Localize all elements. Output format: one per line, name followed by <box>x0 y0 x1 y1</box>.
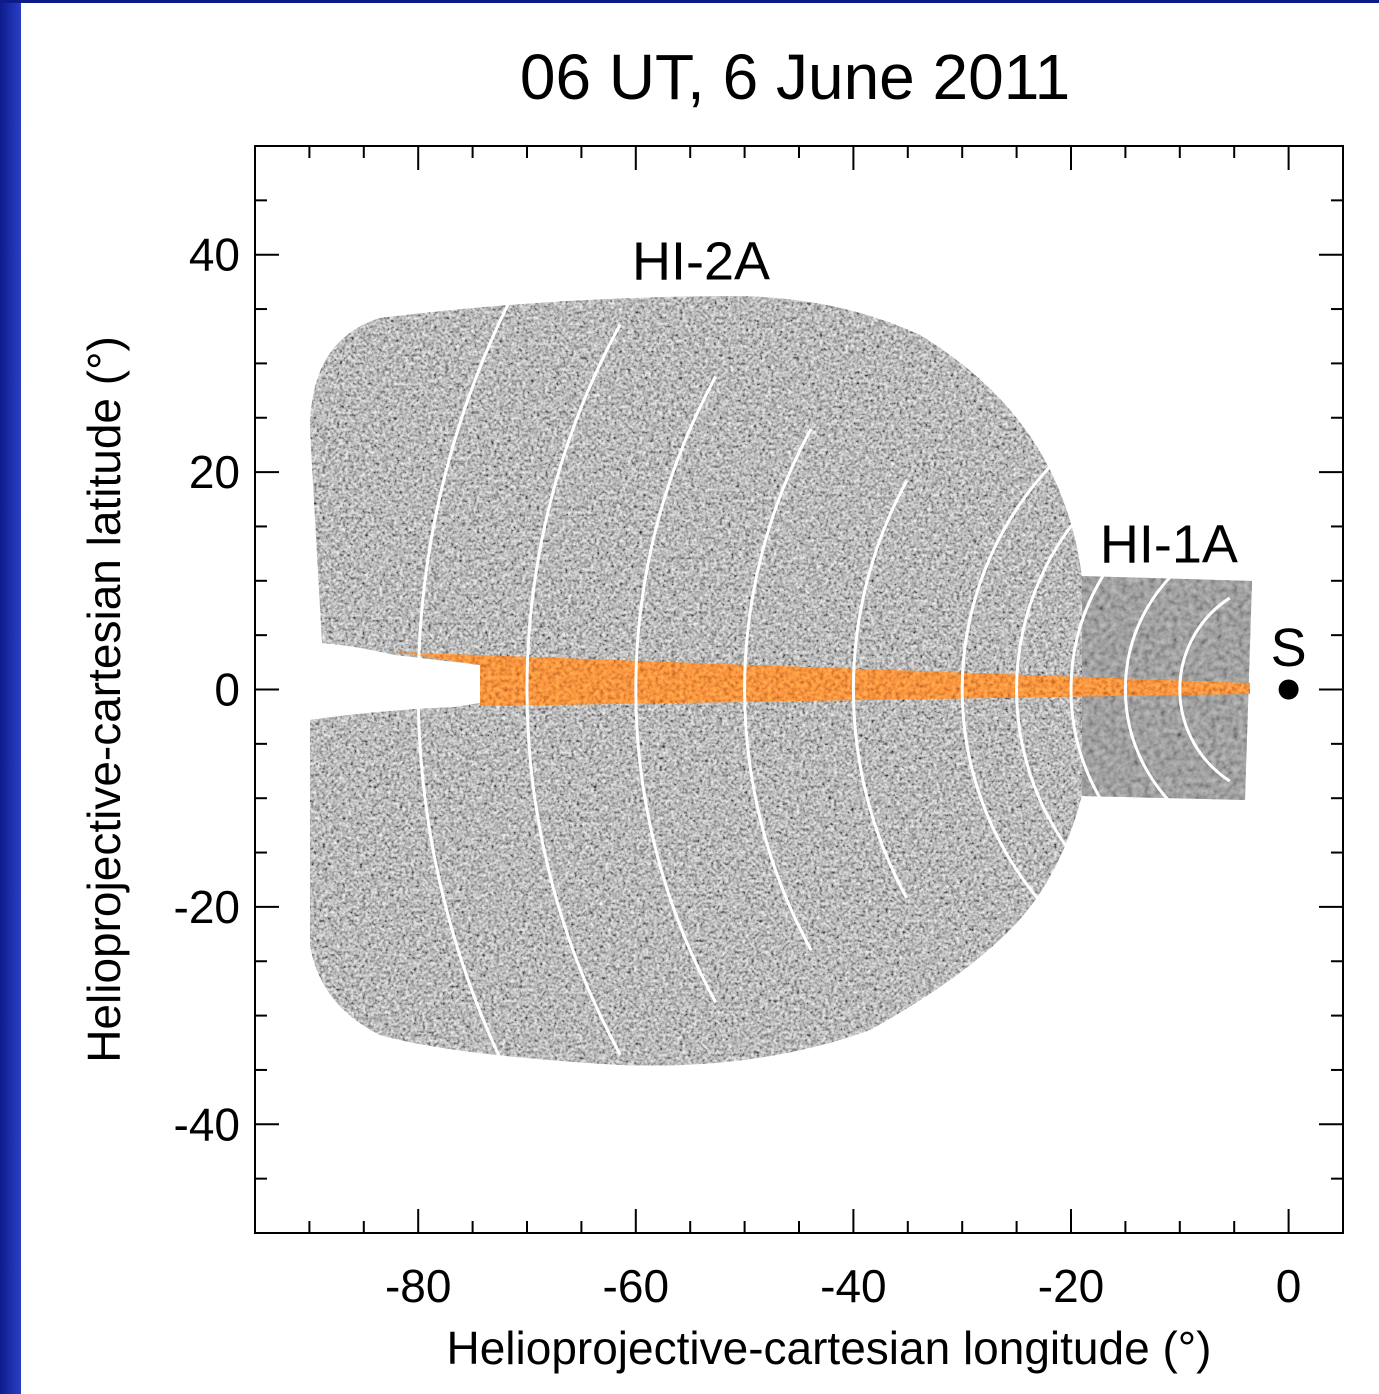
y-tick-label: 20 <box>189 446 240 498</box>
elongation-arc <box>634 375 718 1004</box>
sun-marker <box>1278 679 1299 700</box>
x-tick-label: -80 <box>385 1260 451 1312</box>
y-tick-label: 0 <box>214 664 240 716</box>
x-tick-label: -60 <box>603 1260 669 1312</box>
elongation-arc <box>743 427 813 952</box>
elongation-arc <box>851 480 908 899</box>
elongation-arc <box>1123 550 1202 829</box>
sun-label: S <box>1271 618 1307 678</box>
x-tick-label: -20 <box>1038 1260 1104 1312</box>
elongation-arc <box>960 422 1100 957</box>
elongation-arc <box>416 271 527 1108</box>
y-tick-label: 40 <box>189 229 240 281</box>
elongation-arcs <box>416 271 1231 1108</box>
hi1a-label: HI-1A <box>1100 514 1238 574</box>
slide-frame-left <box>0 0 21 1394</box>
slide-frame-top <box>0 0 1379 3</box>
x-axis-title: Helioprojective-cartesian longitude (°) <box>447 1322 1212 1374</box>
x-tick-label: 0 <box>1276 1260 1302 1312</box>
hi2a-label: HI-2A <box>632 232 770 292</box>
y-axis-title: Helioprojective-cartesian latitude (°) <box>78 336 130 1063</box>
elongation-arc <box>525 323 622 1056</box>
axes: -80 -60 -40 -20 0 -40 -20 0 20 40 <box>174 145 1344 1312</box>
elongation-arc <box>1178 596 1231 783</box>
y-tick-label: -40 <box>174 1098 240 1150</box>
elongation-arc <box>1069 511 1163 868</box>
chart-title: 06 UT, 6 June 2011 <box>519 41 1071 113</box>
y-tick-label: -20 <box>174 881 240 933</box>
elongation-arc <box>1015 467 1132 912</box>
x-tick-label: -40 <box>820 1260 886 1312</box>
